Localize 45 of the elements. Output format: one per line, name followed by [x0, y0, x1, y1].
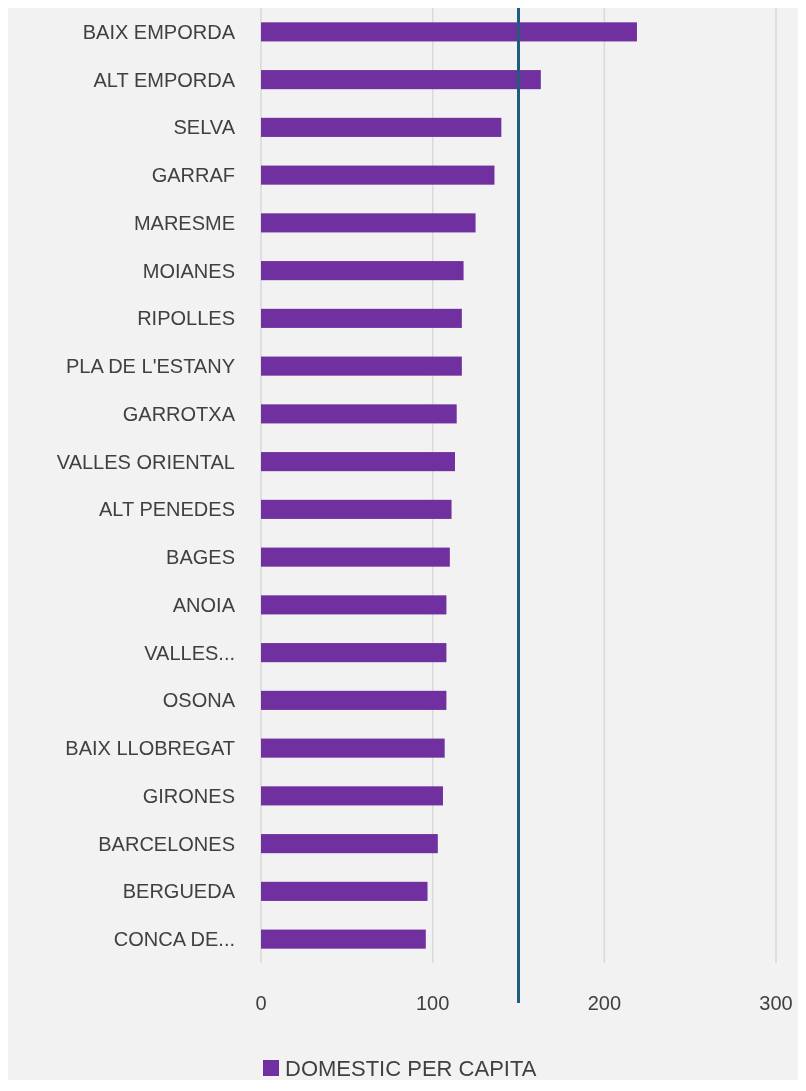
- y-tick-label: GARROTXA: [122, 402, 236, 425]
- bar: [261, 117, 502, 137]
- bar: [261, 213, 476, 233]
- y-tick-label: ALT EMPORDA: [93, 68, 236, 91]
- y-tick-label: BAGES: [166, 546, 235, 569]
- legend-label: DOMESTIC PER CAPITA: [285, 1055, 537, 1081]
- bar: [261, 595, 447, 615]
- bar: [261, 690, 447, 710]
- y-tick-label: VALLES ORIENTAL: [56, 450, 235, 473]
- bar: [261, 834, 438, 854]
- bar: [261, 165, 495, 185]
- y-tick-label: GARRAF: [151, 164, 235, 187]
- y-tick-label: BAIX EMPORDA: [82, 20, 236, 43]
- bar: [261, 356, 462, 376]
- y-tick-label: PLA DE L'ESTANY: [65, 355, 235, 378]
- y-tick-label: CONCA DE...: [113, 928, 235, 951]
- bar: [261, 22, 637, 42]
- x-tick-label: 300: [759, 992, 793, 1014]
- bar: [261, 404, 457, 424]
- bar: [261, 261, 464, 281]
- bar: [261, 643, 447, 663]
- bar: [261, 499, 452, 519]
- bar: [261, 881, 428, 901]
- bar: [261, 452, 455, 472]
- y-tick-label: SELVA: [173, 116, 236, 139]
- x-tick-label: 0: [255, 992, 267, 1014]
- y-tick-label: RIPOLLES: [137, 307, 235, 330]
- y-tick-label: VALLES...: [144, 641, 235, 664]
- y-tick-label: BARCELONES: [98, 832, 235, 855]
- bar: [261, 308, 462, 328]
- y-tick-label: MARESME: [133, 211, 235, 234]
- bar: [261, 547, 450, 567]
- y-tick-label: BERGUEDA: [122, 880, 236, 903]
- x-tick-label: 200: [587, 992, 622, 1014]
- y-tick-label: GIRONES: [142, 784, 235, 807]
- y-tick-label: ALT PENEDES: [99, 498, 235, 521]
- bar: [261, 738, 445, 758]
- y-tick-label: MOIANES: [142, 259, 235, 282]
- bar: [261, 929, 426, 949]
- bar: [261, 786, 443, 806]
- y-tick-label: ANOIA: [172, 593, 236, 616]
- bar: [261, 70, 541, 90]
- x-tick-label: 100: [415, 992, 450, 1014]
- y-tick-label: OSONA: [162, 689, 236, 712]
- y-tick-label: BAIX LLOBREGAT: [65, 737, 235, 760]
